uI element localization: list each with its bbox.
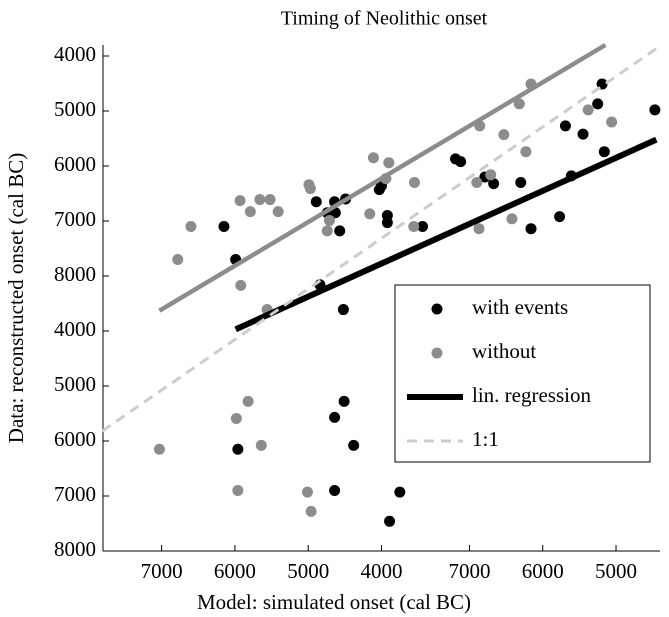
data-point xyxy=(383,157,395,169)
legend-label: lin. regression xyxy=(472,383,591,407)
x-tick-label: 7000 xyxy=(141,559,183,583)
data-point xyxy=(310,196,322,208)
data-point xyxy=(506,213,518,225)
data-point xyxy=(323,214,335,226)
data-point xyxy=(559,120,571,132)
y-tick-label: 7000 xyxy=(54,482,96,506)
data-point xyxy=(304,183,316,195)
data-point xyxy=(367,152,379,164)
y-tick-label: 7000 xyxy=(54,207,96,231)
data-point xyxy=(498,129,510,141)
data-point xyxy=(301,486,313,498)
data-point xyxy=(520,146,532,158)
data-point xyxy=(329,485,341,496)
data-point xyxy=(582,104,594,116)
y-tick-label: 4000 xyxy=(54,317,96,341)
data-point xyxy=(513,98,525,110)
data-point xyxy=(408,177,420,188)
y-tick-label: 6000 xyxy=(54,152,96,176)
data-point xyxy=(364,208,376,220)
data-point xyxy=(515,177,527,188)
data-point xyxy=(394,486,406,498)
data-point xyxy=(455,156,467,168)
data-point xyxy=(244,206,256,218)
fit-line xyxy=(234,136,658,333)
legend-box xyxy=(394,284,651,463)
data-point xyxy=(230,412,242,424)
x-tick-label: 7000 xyxy=(448,559,490,583)
data-point xyxy=(264,194,276,206)
data-point xyxy=(554,211,566,223)
data-point xyxy=(473,223,485,235)
legend-label: with events xyxy=(472,295,568,319)
data-point xyxy=(649,104,661,116)
x-tick-label: 4000 xyxy=(361,559,403,583)
data-point xyxy=(172,254,184,265)
data-point xyxy=(417,221,429,232)
data-point xyxy=(234,195,246,207)
fit-line xyxy=(158,43,607,313)
y-tick-label: 5000 xyxy=(54,372,96,396)
data-point xyxy=(153,443,165,455)
data-point xyxy=(337,304,349,316)
data-point xyxy=(334,225,346,237)
fit-line xyxy=(101,43,663,433)
x-tick-label: 5000 xyxy=(287,559,329,583)
data-point xyxy=(338,395,350,407)
data-point xyxy=(329,411,341,423)
data-point xyxy=(218,221,230,232)
chart-title: Timing of Neolithic onset xyxy=(281,8,488,30)
data-point xyxy=(272,206,284,218)
data-point xyxy=(242,395,254,407)
y-tick-label: 5000 xyxy=(54,97,96,121)
legend-label: 1:1 xyxy=(472,427,499,451)
y-axis-label: Data: reconstructed onset (cal BC) xyxy=(4,153,28,443)
x-tick-label: 6000 xyxy=(522,559,564,583)
y-tick-label: 8000 xyxy=(54,537,96,561)
data-point xyxy=(525,223,537,235)
legend-marker xyxy=(431,303,443,315)
x-tick-label: 6000 xyxy=(214,559,256,583)
data-point xyxy=(488,178,500,190)
y-tick-label: 8000 xyxy=(54,262,96,286)
y-tick-label: 6000 xyxy=(54,427,96,451)
data-point xyxy=(384,515,396,527)
data-point xyxy=(232,443,244,455)
data-point xyxy=(235,279,247,291)
data-point xyxy=(485,169,497,181)
data-point xyxy=(592,98,604,110)
x-tick-label: 5000 xyxy=(595,559,637,583)
data-point xyxy=(255,439,267,451)
data-point xyxy=(471,177,483,188)
data-point xyxy=(598,146,610,158)
legend-label: without xyxy=(472,339,536,363)
data-point xyxy=(577,128,589,140)
data-point xyxy=(408,221,420,232)
data-point xyxy=(305,505,317,517)
data-point xyxy=(185,221,197,232)
data-point xyxy=(348,439,360,451)
data-point xyxy=(254,194,266,206)
legend-marker xyxy=(431,347,443,359)
y-tick-label: 4000 xyxy=(54,42,96,66)
data-point xyxy=(321,225,333,237)
data-point xyxy=(606,116,618,128)
data-point xyxy=(381,217,393,229)
x-axis-label: Model: simulated onset (cal BC) xyxy=(197,590,471,614)
data-point xyxy=(232,485,244,496)
